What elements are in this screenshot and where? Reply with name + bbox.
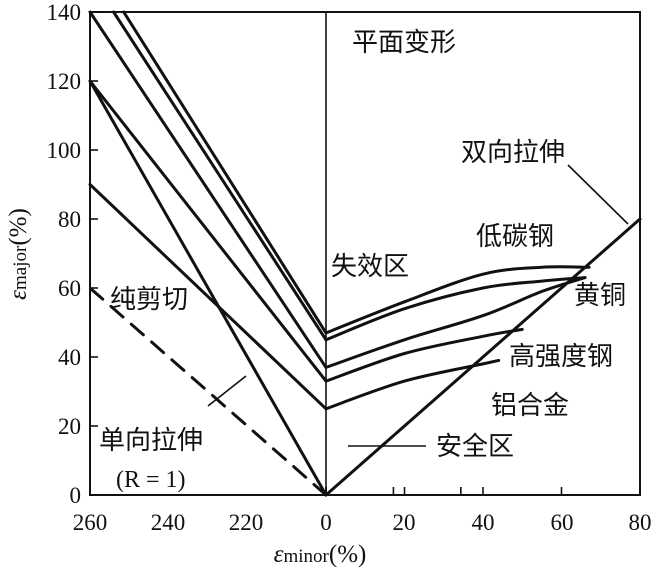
pure-shear-line	[88, 286, 328, 497]
safe-zone-label: 安全区	[436, 432, 514, 462]
right-curve-4	[324, 327, 524, 383]
right-curve-2	[324, 276, 587, 342]
x-tick-label-220: 220	[229, 510, 264, 535]
curves-group	[88, 10, 642, 497]
y-tick-label-40: 40	[58, 345, 81, 370]
left-curve-3	[88, 10, 328, 369]
limit-line	[324, 217, 642, 497]
low-carbon-steel-label: 低碳钢	[476, 222, 554, 252]
x-axis-title: εminor(%)	[274, 541, 367, 568]
y-tick-label-80: 80	[58, 207, 81, 232]
y-tick-label-140: 140	[47, 0, 82, 25]
x-tick-label-260: 260	[73, 510, 108, 535]
x-tick-label-40: 40	[472, 510, 495, 535]
y-tick-label-100: 100	[47, 138, 82, 163]
x-axis-title-unit: (%)	[329, 541, 366, 568]
uniaxial-leader-line	[207, 375, 247, 407]
y-tick-label-20: 20	[58, 414, 81, 439]
x-tick-label-240: 240	[151, 510, 186, 535]
right-curve-5	[324, 358, 501, 411]
y-tick-label-0: 0	[70, 483, 82, 508]
left-curve-4	[88, 79, 328, 383]
x-tick-label-20: 20	[393, 510, 416, 535]
x-tick-label-80: 80	[629, 510, 652, 535]
biaxial-tension-label: 双向拉伸	[461, 138, 565, 168]
y-axis-title: εmajor(%)	[5, 208, 32, 300]
pure-shear-label: 纯剪切	[110, 285, 188, 315]
left-curve-2	[112, 10, 328, 342]
right-curve-3	[324, 276, 587, 369]
y-tick-label-120: 120	[47, 69, 82, 94]
left-curve-1	[122, 10, 328, 335]
x-tick-label-0: 0	[320, 510, 332, 535]
y-tick-label-60: 60	[58, 276, 81, 301]
y-axis-title-sub: major	[10, 245, 31, 290]
brass-label: 黄铜	[574, 281, 626, 311]
x-tick-label-60: 60	[551, 510, 574, 535]
left-curve-5	[88, 183, 328, 411]
y-axis-title-unit: (%)	[5, 208, 32, 245]
x-axis-title-sub: minor	[283, 546, 329, 567]
plot-frame	[89, 11, 641, 496]
high-strength-steel-label: 高强度钢	[509, 342, 613, 372]
plane-strain-label: 平面变形	[352, 28, 456, 58]
failure-zone-label: 失效区	[331, 252, 409, 282]
r-value-label: (R = 1)	[116, 467, 186, 493]
ticks-group	[90, 11, 641, 496]
biaxial-leader-line	[567, 164, 629, 225]
uniaxial-tension-label: 单向拉伸	[99, 426, 203, 456]
aluminum-alloy-label: 铝合金	[491, 391, 569, 421]
left-curve-6	[88, 79, 328, 497]
right-curve-1	[324, 265, 591, 335]
